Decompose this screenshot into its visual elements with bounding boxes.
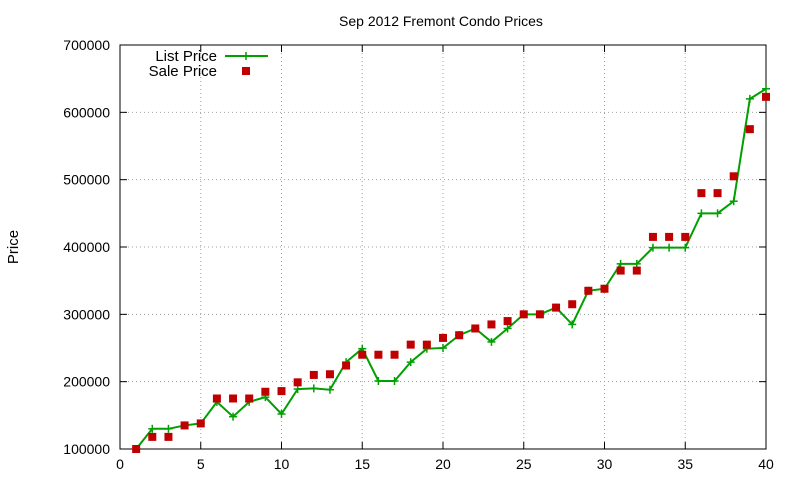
list-price-point	[277, 409, 286, 418]
x-tick-label: 35	[677, 456, 693, 472]
sale-price-point	[600, 284, 609, 293]
sale-price-point	[374, 350, 383, 359]
sale-price-point	[729, 172, 738, 181]
list-price-point	[681, 243, 690, 252]
legend-label-sale-price: Sale Price	[149, 63, 217, 80]
sale-price-point	[342, 361, 351, 370]
sale-price-point	[665, 232, 674, 241]
list-price-line	[135, 87, 767, 450]
sale-price-point	[471, 324, 480, 333]
sale-price-point	[309, 370, 318, 379]
sale-price-point	[261, 387, 270, 396]
sale-price-point	[180, 421, 189, 430]
sale-price-point	[487, 320, 496, 329]
sale-price-point	[519, 310, 528, 319]
list-price-point	[745, 94, 754, 103]
y-tick-label: 400000	[63, 239, 110, 255]
legend-label-list-price: List Price	[155, 48, 217, 65]
sale-price-point	[632, 266, 641, 275]
list-price-point	[164, 424, 173, 433]
sale-price-point	[713, 189, 722, 198]
sale-price-point	[503, 317, 512, 326]
list-price-point	[374, 376, 383, 385]
list-price-point	[293, 385, 302, 394]
sale-price-point	[277, 387, 286, 396]
sale-price-point	[422, 340, 431, 349]
y-tick-label: 500000	[63, 172, 110, 188]
sale-price-point	[132, 445, 141, 453]
y-tick-label: 600000	[63, 104, 110, 120]
sale-price-point	[745, 125, 754, 134]
sale-price-point	[648, 232, 657, 241]
list-price-point	[439, 344, 447, 352]
list-price-point	[390, 376, 399, 385]
list-price-point	[632, 259, 641, 268]
list-price-point	[665, 243, 674, 252]
sale-price-point	[535, 310, 544, 319]
sale-price-point	[406, 340, 415, 349]
x-tick-label: 20	[435, 456, 451, 472]
sale-price-point	[439, 333, 447, 342]
x-tick-label: 30	[597, 456, 613, 472]
x-tick-label: 5	[197, 456, 205, 472]
list-price-point	[729, 197, 738, 206]
x-tick-label: 40	[758, 456, 774, 472]
sale-price-point	[584, 286, 593, 295]
sale-price-point	[358, 350, 367, 359]
sale-price-point	[568, 300, 577, 309]
list-price-point	[713, 209, 722, 218]
y-tick-label: 200000	[63, 374, 110, 390]
sale-price-point	[229, 394, 238, 403]
legend: List Price Sale Price	[149, 48, 268, 80]
sale-price-point	[245, 394, 254, 403]
list-price-point	[568, 320, 577, 329]
list-price-point	[148, 424, 157, 433]
list-price-point	[406, 358, 415, 367]
list-price-point	[229, 412, 238, 421]
series-layer	[132, 84, 770, 453]
list-price-point	[487, 337, 496, 346]
sale-price-point	[293, 378, 302, 387]
sale-price-point	[148, 432, 157, 441]
sale-price-point	[212, 394, 221, 403]
sale-price-point	[325, 370, 334, 379]
sale-price-point	[455, 331, 464, 340]
y-tick-label: 300000	[63, 306, 110, 322]
sale-price-point	[762, 92, 770, 101]
list-price-point	[503, 324, 512, 333]
x-tick-label: 10	[274, 456, 290, 472]
y-tick-label: 100000	[63, 441, 110, 457]
sale-price-point	[390, 350, 399, 359]
y-axis-label: Price	[5, 230, 22, 264]
chart-title: Sep 2012 Fremont Condo Prices	[339, 13, 543, 29]
x-tick-label: 0	[116, 456, 124, 472]
x-tick-label: 15	[354, 456, 370, 472]
list-price-point	[762, 84, 770, 93]
list-price-point	[309, 384, 318, 393]
sale-price-point	[681, 232, 690, 241]
sale-price-point	[164, 432, 173, 441]
x-tick-label: 25	[516, 456, 532, 472]
sale-price-point	[697, 189, 706, 198]
sale-price-point	[616, 266, 625, 275]
list-price-point	[697, 209, 706, 218]
sale-price-point	[552, 303, 561, 312]
grid-layer	[120, 45, 766, 449]
list-price-point	[648, 243, 657, 252]
legend-marker-sale-price	[242, 67, 250, 75]
y-tick-label: 700000	[63, 37, 110, 53]
axis-layer: 0 5 10 15 20 25 30 35 40 100000 200000 300000 400000…	[63, 37, 774, 472]
list-price-point	[325, 385, 334, 394]
sale-price-point	[196, 419, 205, 428]
list-price-point	[616, 259, 625, 268]
